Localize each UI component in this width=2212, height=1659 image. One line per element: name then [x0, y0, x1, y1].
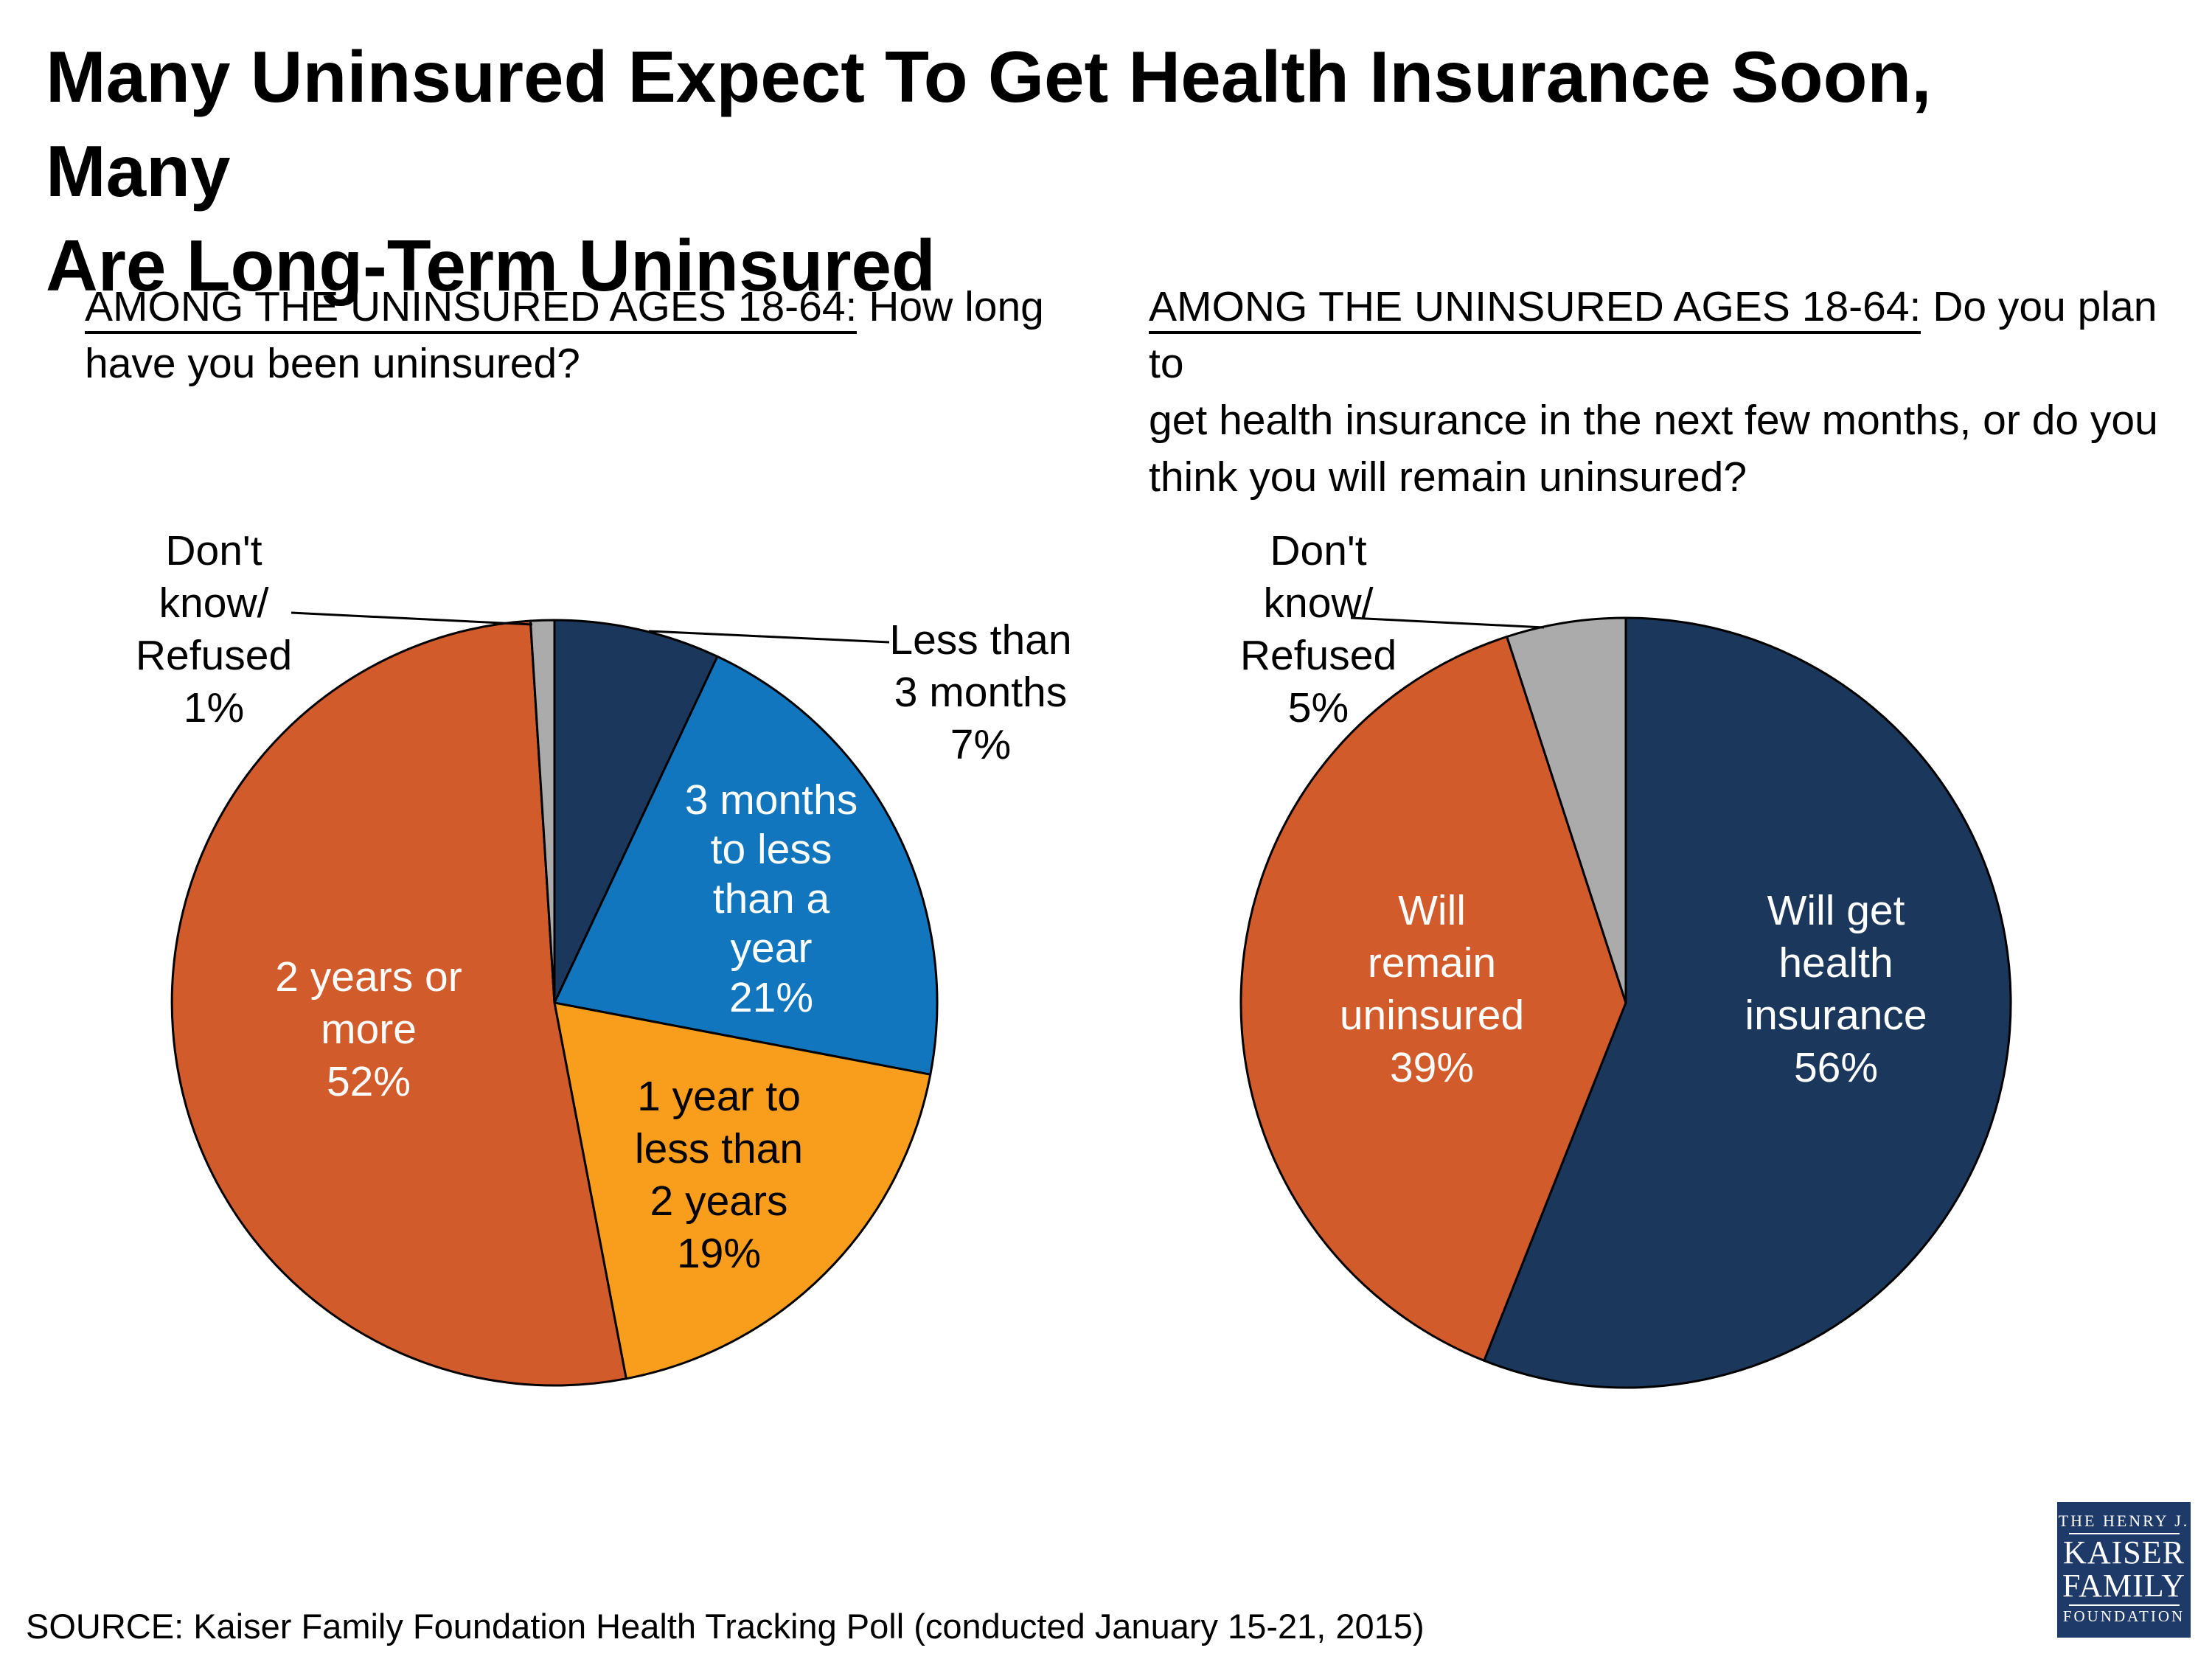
pie-slice-don-t-know-refused [529, 619, 556, 1004]
label-will-remain-uninsured: Will remain uninsured 39% [1339, 887, 1525, 1091]
kff-logo-rule-bottom [2068, 1604, 2180, 1606]
page-title: Many Uninsured Expect To Get Health Insu… [46, 36, 1932, 306]
pie-slice-3-months-to-less-than-a-year [553, 655, 939, 1076]
pie-slice-less-than-3-months [553, 619, 719, 1004]
question-left: AMONG THE UNINSURED AGES 18-64: How long… [85, 279, 1065, 392]
question-left-underlined: AMONG THE UNINSURED AGES 18-64: [85, 283, 858, 334]
label-right-dont-know-refused: Don't know/ Refused 5% [1239, 527, 1397, 731]
leader-line-left-dont-know [291, 611, 533, 626]
pie-slice-will-get-health-insurance [1483, 616, 2012, 1389]
question-right-rest: Do you plan to get health insurance in t… [1149, 283, 2158, 501]
label-3-months-to-less-than-a-year: 3 months to less than a year 21% [684, 776, 858, 1021]
kff-logo-foundation: FOUNDATION [2062, 1607, 2185, 1625]
pie-chart-insurance-plans [1239, 616, 2012, 1389]
label-left-dont-know-refused: Don't know/ Refused 1% [135, 527, 293, 731]
pie-chart-duration-uninsured [170, 619, 939, 1387]
pie-slice-2-years-or-more [170, 619, 627, 1387]
label-will-get-health-insurance: Will get health insurance 56% [1745, 887, 1927, 1091]
pie-slice-will-remain-uninsured [1239, 636, 1627, 1362]
label-less-than-3-months: Less than 3 months 7% [889, 616, 1072, 768]
question-right-underlined: AMONG THE UNINSURED AGES 18-64: [1149, 283, 1921, 334]
pie-slice-don-t-know-refused [1506, 616, 1627, 1004]
kff-logo-family: FAMILY [2062, 1568, 2185, 1604]
leader-line-less-than-3-months [648, 630, 890, 644]
kff-logo-kaiser: KAISER [2063, 1534, 2185, 1571]
label-2-years-or-more: 2 years or more 52% [275, 953, 462, 1105]
kff-logo-rule-top [2068, 1533, 2180, 1534]
pie-slice-1-year-to-less-than-2-years [553, 1001, 932, 1380]
source-note: SOURCE: Kaiser Family Foundation Health … [26, 1607, 1425, 1646]
kff-logo: THE HENRY J. KAISER FAMILY FOUNDATION [2057, 1502, 2191, 1638]
label-1-year-to-less-than-2-years: 1 year to less than 2 years 19% [634, 1073, 804, 1277]
kff-logo-the-henry-j: THE HENRY J. [2058, 1512, 2190, 1530]
leader-line-right-dont-know [1350, 616, 1545, 629]
question-right: AMONG THE UNINSURED AGES 18-64: Do you p… [1149, 279, 2181, 506]
question-left-rest: How long have you been uninsured? [85, 283, 1044, 387]
